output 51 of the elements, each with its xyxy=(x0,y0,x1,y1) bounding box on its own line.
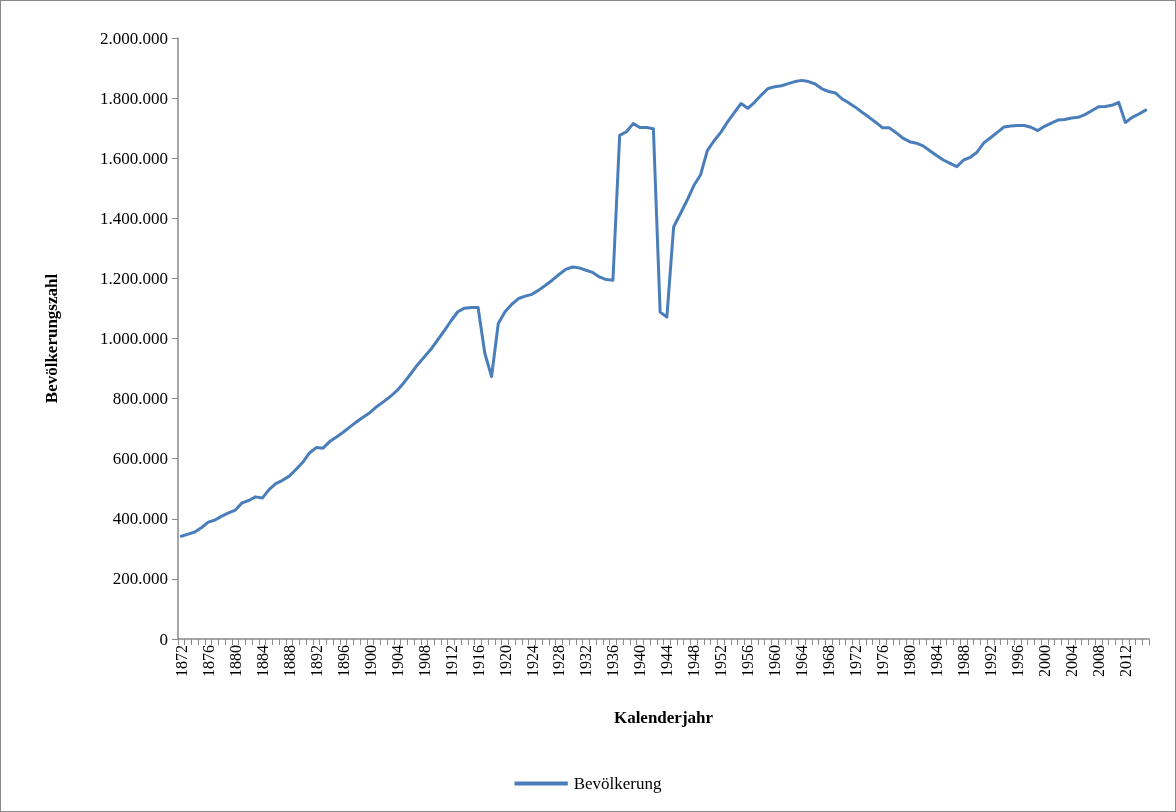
x-tick-label: 1972 xyxy=(847,645,865,677)
y-axis-title: Bevölkerungszahl xyxy=(42,273,61,404)
x-tick-label: 1904 xyxy=(388,645,406,677)
x-tick-label: 1916 xyxy=(469,645,487,677)
x-tick-label: 1948 xyxy=(685,645,703,677)
y-tick-label: 1.400.000 xyxy=(100,208,168,228)
y-tick-label: 1.600.000 xyxy=(100,148,168,168)
x-tick-label: 1884 xyxy=(253,645,271,677)
y-tick-label: 400.000 xyxy=(112,509,168,529)
x-tick-label: 1992 xyxy=(982,645,1000,677)
x-tick-label: 1940 xyxy=(631,645,649,677)
x-tick-label: 1880 xyxy=(226,645,244,677)
x-tick-label: 1952 xyxy=(712,645,730,677)
x-tick-label: 1900 xyxy=(361,645,379,677)
x-tick-label: 1908 xyxy=(415,645,433,677)
x-tick-label: 1888 xyxy=(280,645,298,677)
x-tick-label: 1956 xyxy=(739,645,757,677)
x-tick-label: 1932 xyxy=(577,645,595,677)
legend-label: Bevölkerung xyxy=(573,774,662,793)
x-tick-label: 1996 xyxy=(1009,645,1027,677)
x-tick-label: 1876 xyxy=(199,645,217,677)
x-tick-label: 1964 xyxy=(793,645,811,677)
y-tick-label: 600.000 xyxy=(112,449,168,469)
y-tick-label: 1.200.000 xyxy=(100,268,168,288)
x-tick-label: 1892 xyxy=(307,645,325,677)
x-tick-label: 2004 xyxy=(1062,645,1080,677)
y-tick-label: 0 xyxy=(159,629,168,649)
x-axis-title: Kalenderjahr xyxy=(613,708,714,727)
x-tick-label: 1872 xyxy=(172,645,190,677)
y-tick-label: 1.800.000 xyxy=(100,88,168,108)
x-tick-label: 1980 xyxy=(901,645,919,677)
x-tick-label: 1968 xyxy=(820,645,838,677)
x-tick-label: 1984 xyxy=(928,645,946,677)
x-tick-label: 1928 xyxy=(550,645,568,677)
line-series xyxy=(179,78,1148,538)
x-tick-label: 2000 xyxy=(1035,645,1053,677)
x-tick-label: 1976 xyxy=(874,645,892,677)
y-tick-label: 800.000 xyxy=(112,389,168,409)
x-tick-label: 1960 xyxy=(766,645,784,677)
x-tick-label: 2008 xyxy=(1089,645,1107,677)
x-tick-label: 1936 xyxy=(604,645,622,677)
x-tick-label: 1988 xyxy=(955,645,973,677)
x-tick-label: 1920 xyxy=(496,645,514,677)
y-tick-label: 2.000.000 xyxy=(100,28,168,48)
x-tick-label: 1896 xyxy=(334,645,352,677)
x-tick-label: 1944 xyxy=(658,645,676,677)
y-tick-label: 1.000.000 xyxy=(100,329,168,348)
y-tick-label: 200.000 xyxy=(112,569,168,589)
x-tick-label: 1924 xyxy=(523,645,541,677)
x-tick-label: 2012 xyxy=(1116,645,1134,677)
x-tick-label: 1912 xyxy=(442,645,460,677)
